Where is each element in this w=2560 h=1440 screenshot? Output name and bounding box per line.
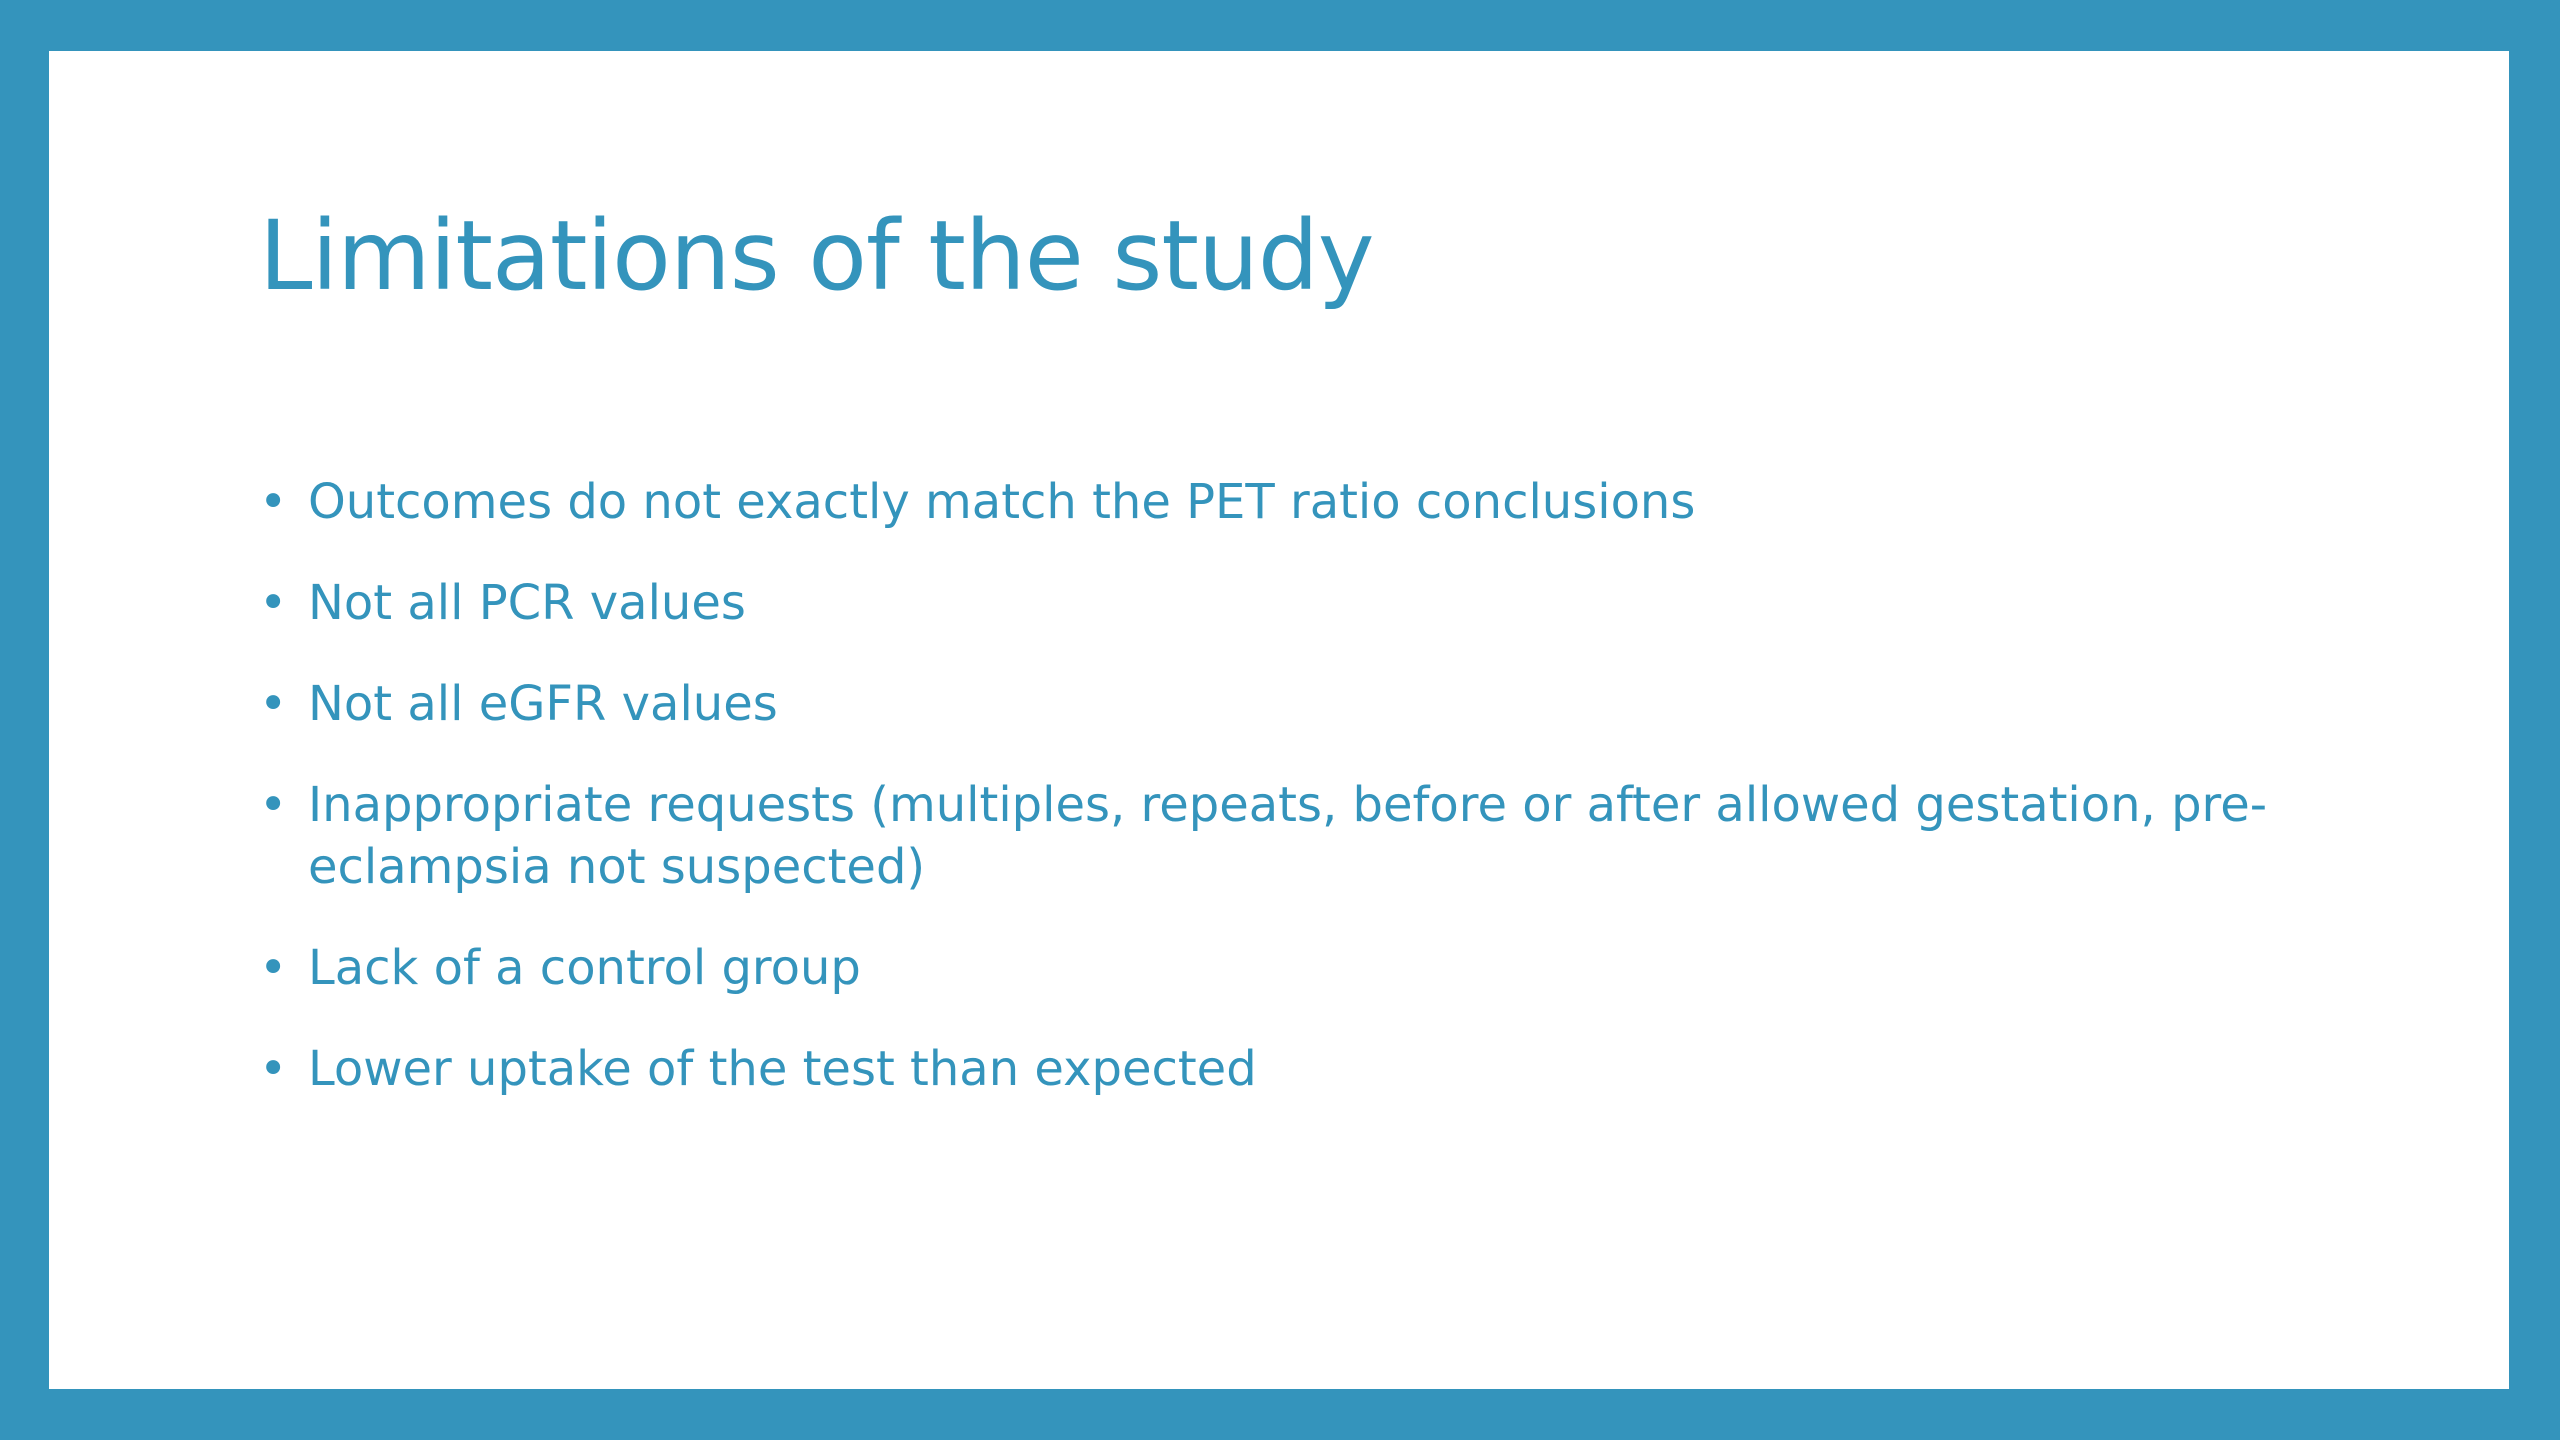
bullet-dot-icon: •	[259, 575, 288, 631]
bullet-item: • Not all eGFR values	[259, 673, 2339, 735]
bullet-dot-icon: •	[259, 940, 288, 996]
bullet-dot-icon: •	[259, 474, 288, 530]
bullet-text: Outcomes do not exactly match the PET ra…	[308, 474, 1696, 530]
bullet-text: Not all eGFR values	[308, 676, 778, 732]
bullet-item: • Lack of a control group	[259, 937, 2339, 999]
bullet-text: Lack of a control group	[308, 940, 861, 996]
bullet-item: • Not all PCR values	[259, 572, 2339, 634]
bullet-item: • Inappropriate requests (multiples, repe…	[259, 774, 2339, 898]
slide-title: Limitations of the study	[259, 200, 1375, 312]
bullet-list: • Outcomes do not exactly match the PET r…	[259, 471, 2339, 1139]
slide: Limitations of the study • Outcomes do no…	[49, 51, 2509, 1389]
bullet-text: Not all PCR values	[308, 575, 746, 631]
bullet-item: • Outcomes do not exactly match the PET r…	[259, 471, 2339, 533]
bullet-dot-icon: •	[259, 777, 288, 833]
bullet-item: • Lower uptake of the test than expected	[259, 1038, 2339, 1100]
bullet-dot-icon: •	[259, 676, 288, 732]
bullet-dot-icon: •	[259, 1041, 288, 1097]
bullet-text: Lower uptake of the test than expected	[308, 1041, 1257, 1097]
bullet-text: Inappropriate requests (multiples, repea…	[308, 777, 2268, 895]
